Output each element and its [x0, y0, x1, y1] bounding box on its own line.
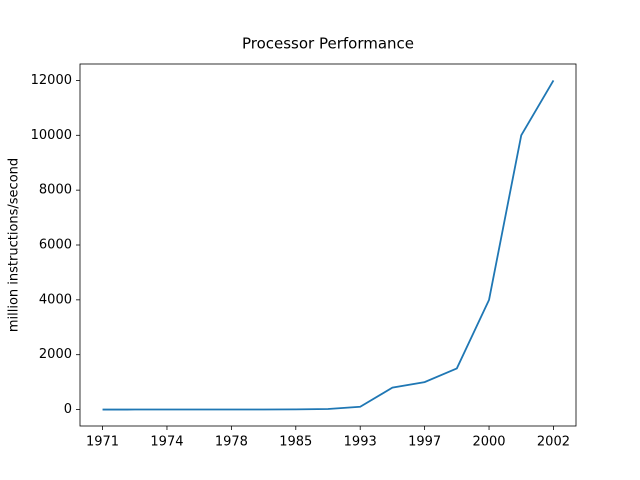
- chart-title: Processor Performance: [242, 35, 414, 53]
- x-tick-label: 1974: [150, 435, 183, 450]
- x-tick-label: 1985: [279, 435, 312, 450]
- y-axis-label: million instructions/second: [7, 158, 22, 332]
- y-tick-label: 12000: [31, 73, 72, 88]
- plot-frame: [79, 63, 577, 427]
- y-tick-label: 2000: [39, 347, 72, 362]
- x-tick-label: 1971: [86, 435, 119, 450]
- x-tick-label: 1997: [408, 435, 441, 450]
- x-tick-label: 2000: [472, 435, 505, 450]
- y-tick-label: 10000: [31, 128, 72, 143]
- y-tick-label: 0: [64, 402, 72, 417]
- x-tick-label: 2002: [537, 435, 570, 450]
- x-tick-label: 1993: [344, 435, 377, 450]
- x-tick-label: 1978: [215, 435, 248, 450]
- line: [102, 79, 555, 411]
- y-tick-label: 4000: [39, 292, 72, 307]
- y-tick-label: 8000: [39, 183, 72, 198]
- y-tick-label: 6000: [39, 238, 72, 253]
